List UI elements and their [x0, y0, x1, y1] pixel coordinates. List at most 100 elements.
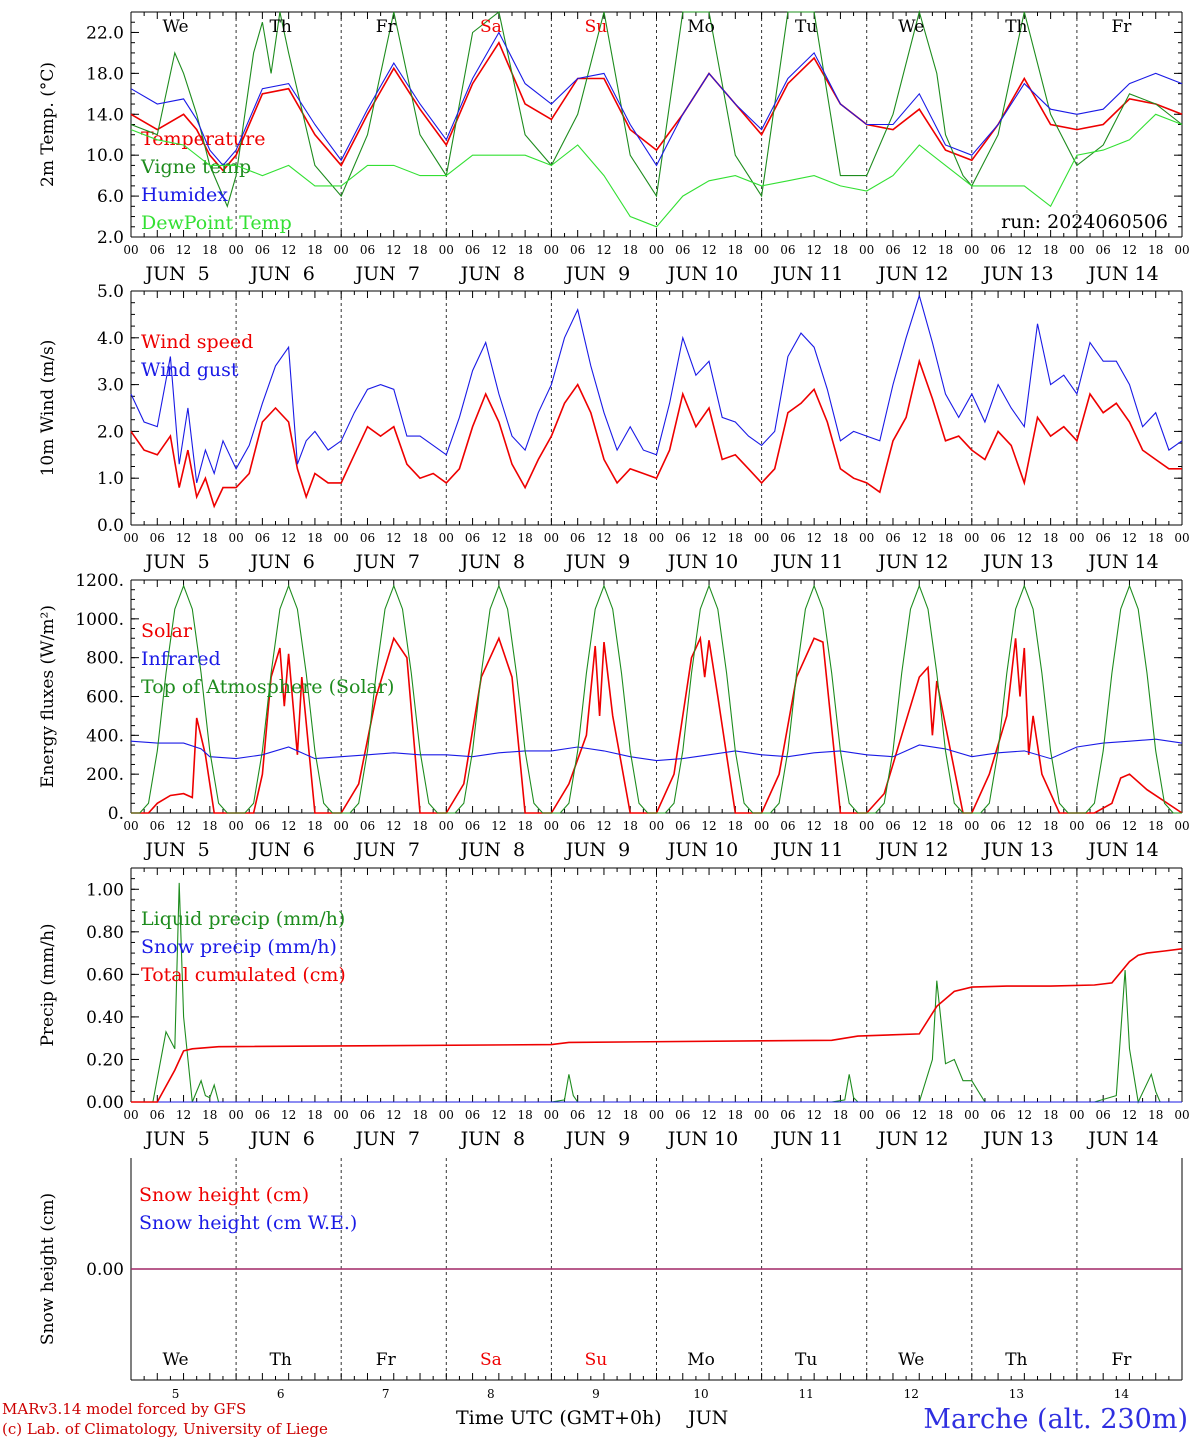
hour-label: 00	[1174, 1108, 1189, 1122]
hour-label: 00	[859, 819, 874, 833]
day-number: 5	[172, 1387, 180, 1401]
hour-label: 12	[701, 819, 716, 833]
y-tick-label: 1.0	[97, 469, 124, 489]
y-tick-label: 0.0	[97, 516, 124, 536]
hour-label: 12	[701, 1108, 716, 1122]
hour-label: 18	[202, 531, 217, 545]
hour-label: 00	[649, 1108, 664, 1122]
date-label: JUN 7	[354, 551, 420, 573]
y-axis-label: 10m Wind (m/s)	[38, 340, 58, 477]
date-label: JUN 11	[771, 263, 843, 285]
weekday-label: Su	[585, 17, 608, 37]
hour-label: 12	[1017, 243, 1032, 257]
date-label: JUN 12	[876, 551, 948, 573]
date-label: JUN 5	[143, 263, 209, 285]
hour-label: 18	[833, 1108, 848, 1122]
hour-label: 18	[1043, 1108, 1058, 1122]
hour-label: 12	[176, 243, 191, 257]
date-label: JUN 8	[459, 551, 525, 573]
y-tick-label: 1.00	[86, 880, 124, 900]
hour-label: 18	[728, 819, 743, 833]
hour-label: 06	[780, 1108, 795, 1122]
hour-label: 00	[1174, 243, 1189, 257]
hour-label: 06	[990, 243, 1005, 257]
x-axis-label: Time UTC (GMT+0h)	[456, 1407, 662, 1429]
hour-label: 06	[675, 1108, 690, 1122]
hour-label: 12	[281, 531, 296, 545]
hour-label: 12	[491, 819, 506, 833]
hour-label: 00	[439, 243, 454, 257]
legend-entry: Total cumulated (cm)	[141, 964, 346, 986]
hour-label: 12	[912, 819, 927, 833]
weekday-label: Th	[1005, 17, 1027, 37]
y-tick-label: 0.20	[86, 1050, 124, 1070]
hour-label: 00	[754, 819, 769, 833]
hour-label: 00	[754, 531, 769, 545]
y-axis-label: Energy fluxes (W/m²)	[38, 605, 58, 788]
hour-label: 12	[596, 819, 611, 833]
hour-label: 06	[570, 531, 585, 545]
panel-3: 0. 200. 400. 600. 800. 1000. 1200. Energy fluxe…	[38, 571, 1190, 861]
hour-label: 06	[885, 819, 900, 833]
hour-label: 00	[544, 819, 559, 833]
y-tick-label: 2.0	[97, 228, 124, 248]
hour-label: 18	[833, 819, 848, 833]
hour-label: 12	[1122, 531, 1137, 545]
hour-label: 12	[701, 243, 716, 257]
date-label: JUN 11	[771, 839, 843, 861]
legend-entry: Snow height (cm W.E.)	[139, 1212, 357, 1234]
panel-4: 0.00 0.20 0.40 0.60 0.80 1.00 Precip (mm/h) Liq…	[38, 867, 1190, 1150]
weekday-label: We	[898, 1350, 924, 1370]
hour-label: 18	[202, 819, 217, 833]
hour-label: 18	[938, 1108, 953, 1122]
weekday-label: Th	[1005, 1350, 1027, 1370]
y-tick-label: 1000.	[75, 610, 124, 630]
date-label: JUN 13	[981, 551, 1053, 573]
weekday-label: We	[898, 17, 924, 37]
day-number: 6	[277, 1387, 285, 1401]
x-axis-month: JUN	[686, 1407, 728, 1429]
date-label: JUN 13	[981, 839, 1053, 861]
day-number: 10	[693, 1387, 708, 1401]
date-label: JUN 6	[248, 551, 314, 573]
date-label: JUN 12	[876, 1128, 948, 1150]
legend-entry: Wind speed	[141, 331, 253, 353]
hour-label: 18	[623, 531, 638, 545]
hour-label: 00	[964, 1108, 979, 1122]
y-tick-label: 200.	[86, 765, 124, 785]
y-tick-label: 10.0	[86, 146, 124, 166]
hour-label: 12	[1122, 1108, 1137, 1122]
hour-label: 18	[307, 1108, 322, 1122]
hour-label: 00	[1069, 531, 1084, 545]
hour-label: 00	[1069, 1108, 1084, 1122]
hour-label: 00	[228, 243, 243, 257]
hour-label: 06	[255, 819, 270, 833]
hour-label: 00	[754, 243, 769, 257]
hour-label: 12	[1122, 243, 1137, 257]
weekday-label: Tu	[795, 1350, 817, 1370]
hour-label: 06	[675, 531, 690, 545]
hour-label: 18	[938, 819, 953, 833]
hour-label: 06	[1096, 243, 1111, 257]
day-number: 7	[382, 1387, 390, 1401]
hour-labels: 00 06 12 18 00 06 12 18 00 06 12 18 00 06 12 18 00 06 12 18…	[123, 243, 1189, 257]
legend-entry: Solar	[141, 620, 193, 642]
y-tick-label: 400.	[86, 726, 124, 746]
hour-label: 18	[1148, 819, 1163, 833]
y-tick-label: 0.40	[86, 1008, 124, 1028]
hour-label: 12	[1017, 819, 1032, 833]
hour-label: 06	[360, 819, 375, 833]
hour-label: 12	[1017, 1108, 1032, 1122]
hour-label: 06	[570, 819, 585, 833]
weekday-label: We	[162, 1350, 188, 1370]
hour-label: 06	[1096, 1108, 1111, 1122]
date-label: JUN 9	[564, 1128, 630, 1150]
hour-label: 00	[1174, 819, 1189, 833]
hour-label: 12	[386, 531, 401, 545]
legend-entry: Humidex	[141, 184, 228, 206]
date-label: JUN 11	[771, 1128, 843, 1150]
meteogram-panels: 2.06.010.014.018.022.02m Temp. (°C) Tempe…	[38, 9, 1190, 1401]
weekday-label: Fr	[1111, 17, 1132, 37]
hour-label: 18	[623, 1108, 638, 1122]
hour-label: 12	[386, 243, 401, 257]
